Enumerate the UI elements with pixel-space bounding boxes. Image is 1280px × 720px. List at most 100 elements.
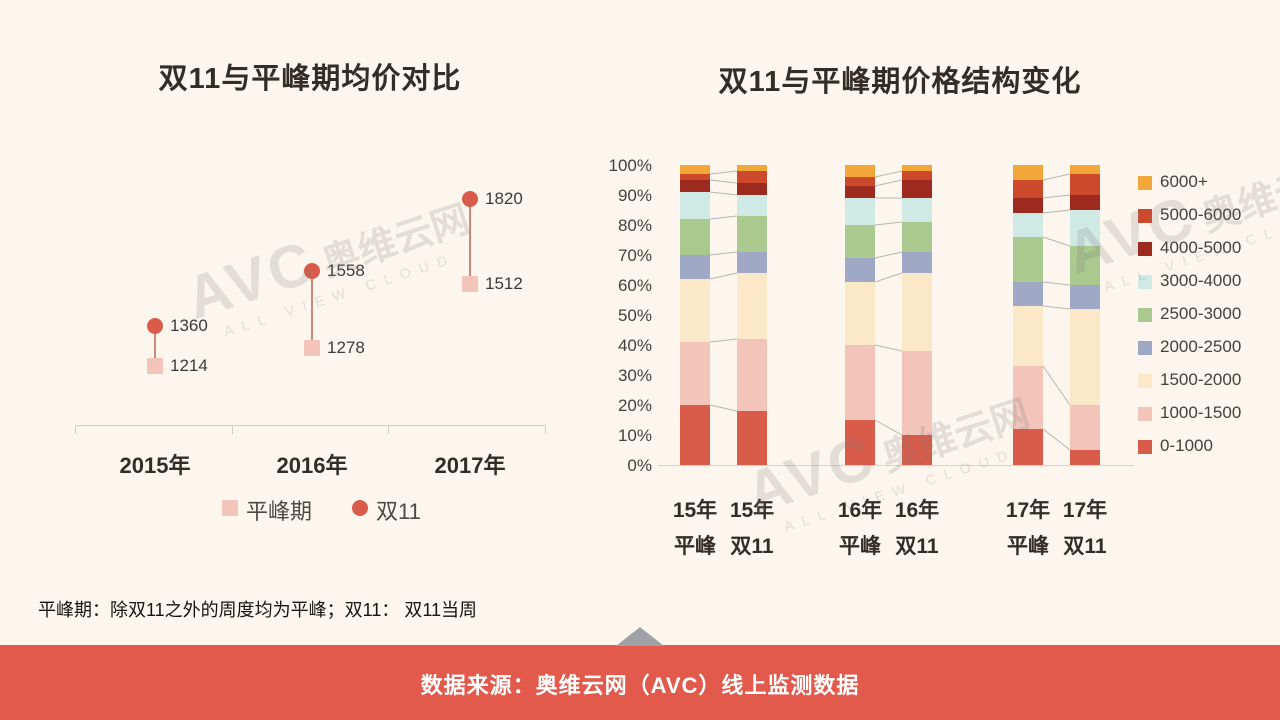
footer-bar bbox=[0, 645, 1280, 720]
footnote: 平峰期：除双11之外的周度均为平峰；双11： 双11当周 bbox=[38, 600, 478, 620]
x-category-period: 平峰 bbox=[839, 535, 881, 558]
bar-segment-5000-6000 bbox=[845, 177, 875, 186]
y-tick-label: 40% bbox=[617, 336, 652, 355]
bar-segment-1500-2000 bbox=[902, 273, 932, 351]
y-tick-label: 90% bbox=[617, 186, 652, 205]
x-category-year: 15年 bbox=[729, 499, 775, 522]
x-category-year: 15年 bbox=[672, 499, 718, 522]
bar-segment-1500-2000 bbox=[737, 273, 767, 339]
legend-label-pingfeng: 平峰期 bbox=[246, 499, 313, 524]
marker-circle bbox=[147, 317, 163, 334]
value-label: 1360 bbox=[170, 315, 208, 335]
bar-segment-0-1000 bbox=[902, 435, 932, 465]
bar-segment-3000-4000 bbox=[737, 195, 767, 216]
bar-segment-4000-5000 bbox=[845, 186, 875, 198]
bar-segment-6000+ bbox=[902, 165, 932, 171]
x-category-period: 平峰 bbox=[674, 535, 716, 558]
bar-segment-4000-5000 bbox=[1070, 195, 1100, 210]
y-tick-label: 60% bbox=[617, 276, 652, 295]
lollipop-stem bbox=[469, 198, 471, 284]
legend-label-2500-3000: 2500-3000 bbox=[1160, 304, 1242, 323]
bar-segment-1500-2000 bbox=[1070, 309, 1100, 405]
legend-label-6000+: 6000+ bbox=[1160, 172, 1208, 191]
x-axis-line bbox=[75, 425, 545, 426]
bar-segment-6000+ bbox=[1070, 165, 1100, 174]
legend-swatch-shuang11 bbox=[352, 500, 368, 516]
bar-segment-1000-1500 bbox=[680, 342, 710, 405]
y-tick-label: 10% bbox=[617, 426, 652, 445]
bar-segment-0-1000 bbox=[845, 420, 875, 465]
bar-segment-5000-6000 bbox=[1070, 174, 1100, 195]
legend-swatch-6000+ bbox=[1138, 176, 1152, 190]
value-label: 1512 bbox=[485, 273, 523, 293]
marker-square bbox=[304, 340, 320, 357]
bar-segment-2500-3000 bbox=[737, 216, 767, 252]
y-tick-label: 70% bbox=[617, 246, 652, 265]
marker-square bbox=[462, 275, 478, 292]
watermark-subtitle: ALL VIEW CLOUD bbox=[1101, 204, 1280, 295]
bar-segment-0-1000 bbox=[1013, 429, 1043, 465]
x-axis-line bbox=[658, 465, 1134, 466]
lollipop-stem bbox=[154, 325, 156, 366]
x-category-year: 16年 bbox=[837, 499, 883, 522]
bar-segment-2500-3000 bbox=[1070, 246, 1100, 285]
bar-segment-1000-1500 bbox=[845, 345, 875, 420]
bar-segment-2500-3000 bbox=[902, 222, 932, 252]
legend-swatch-pingfeng bbox=[222, 500, 238, 516]
x-category-period: 平峰 bbox=[1007, 535, 1049, 558]
legend-label-2000-2500: 2000-2500 bbox=[1160, 337, 1242, 356]
value-label: 1820 bbox=[485, 188, 523, 208]
bar-segment-2000-2500 bbox=[737, 252, 767, 273]
marker-circle bbox=[462, 190, 478, 207]
bar-segment-1000-1500 bbox=[737, 339, 767, 411]
bar-segment-3000-4000 bbox=[680, 192, 710, 219]
bar-segment-1500-2000 bbox=[845, 282, 875, 345]
legend-label-3000-4000: 3000-4000 bbox=[1160, 271, 1242, 290]
left-chart-title: 双11与平峰期均价对比 bbox=[158, 63, 462, 95]
bar-segment-5000-6000 bbox=[902, 171, 932, 180]
x-category-period: 双11 bbox=[730, 535, 774, 558]
bar-segment-5000-6000 bbox=[680, 174, 710, 180]
lollipop-stem bbox=[311, 270, 313, 349]
y-tick-label: 80% bbox=[617, 216, 652, 235]
legend-label-0-1000: 0-1000 bbox=[1160, 436, 1213, 455]
bar-segment-1000-1500 bbox=[1070, 405, 1100, 450]
legend-swatch-2000-2500 bbox=[1138, 341, 1152, 355]
legend-swatch-5000-6000 bbox=[1138, 209, 1152, 223]
value-label: 1278 bbox=[327, 338, 365, 358]
legend-label-4000-5000: 4000-5000 bbox=[1160, 238, 1242, 257]
footer-source-text: 数据来源：奥维云网（AVC）线上监测数据 bbox=[420, 673, 860, 698]
bar-segment-2500-3000 bbox=[845, 225, 875, 258]
bar-segment-3000-4000 bbox=[902, 198, 932, 222]
x-category-label: 2016年 bbox=[276, 453, 348, 478]
y-tick-label: 50% bbox=[617, 306, 652, 325]
axis-tick bbox=[232, 425, 233, 434]
bar-segment-2000-2500 bbox=[680, 255, 710, 279]
axis-tick bbox=[75, 425, 76, 434]
legend-label-1500-2000: 1500-2000 bbox=[1160, 370, 1242, 389]
legend-swatch-2500-3000 bbox=[1138, 308, 1152, 322]
bar-segment-2000-2500 bbox=[902, 252, 932, 273]
bar-segment-0-1000 bbox=[1070, 450, 1100, 465]
bar-segment-3000-4000 bbox=[1013, 213, 1043, 237]
bar-segment-1000-1500 bbox=[902, 351, 932, 435]
watermark-brand-text: 奥维云网 bbox=[876, 393, 1035, 481]
bar-segment-2500-3000 bbox=[1013, 237, 1043, 282]
x-category-year: 17年 bbox=[1005, 499, 1051, 522]
bar-segment-6000+ bbox=[1013, 165, 1043, 180]
marker-square bbox=[147, 357, 163, 374]
bar-segment-2500-3000 bbox=[680, 219, 710, 255]
x-category-period: 双11 bbox=[895, 535, 939, 558]
right-chart-title: 双11与平峰期价格结构变化 bbox=[718, 66, 1082, 98]
legend-swatch-4000-5000 bbox=[1138, 242, 1152, 256]
legend-label-1000-1500: 1000-1500 bbox=[1160, 403, 1242, 422]
bar-segment-6000+ bbox=[680, 165, 710, 174]
bar-segment-2000-2500 bbox=[845, 258, 875, 282]
y-tick-label: 100% bbox=[608, 156, 652, 175]
bar-segment-5000-6000 bbox=[737, 171, 767, 183]
bar-segment-1000-1500 bbox=[1013, 366, 1043, 429]
legend-label-5000-6000: 5000-6000 bbox=[1160, 205, 1242, 224]
bar-segment-3000-4000 bbox=[1070, 210, 1100, 246]
bar-segment-1500-2000 bbox=[680, 279, 710, 342]
bar-segment-4000-5000 bbox=[680, 180, 710, 192]
